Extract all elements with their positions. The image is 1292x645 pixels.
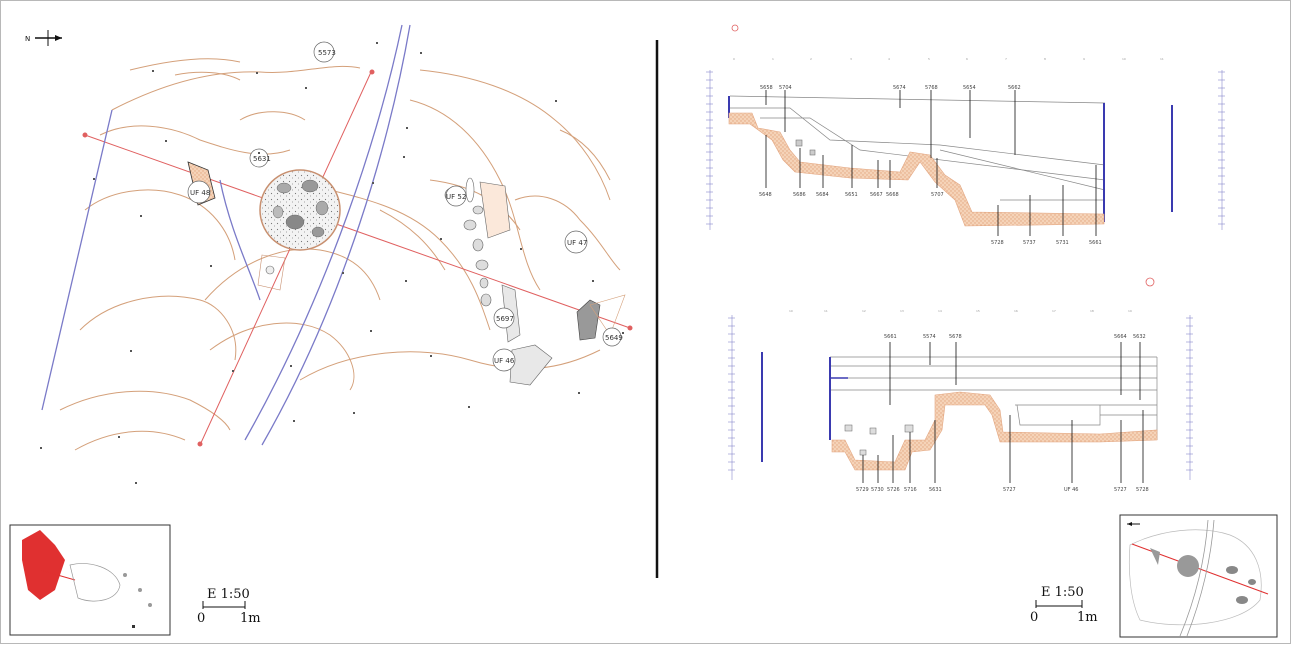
svg-text:0: 0 [733,57,735,61]
section-locator-map [1119,514,1278,638]
section-2-bottom-label: 5728 [1136,487,1149,493]
section-1-bottom-label: 5667 [870,192,883,198]
svg-text:9: 9 [1083,57,1085,61]
plan-feature-circles [445,185,622,372]
section-1-bottom-label: 5731 [1056,240,1069,246]
section-2-bottom-label: 5726 [887,487,900,493]
section-1-top-label: 5654 [963,85,976,91]
svg-text:14: 14 [938,309,942,313]
svg-text:3: 3 [850,57,852,61]
section-1-left-ruler [706,70,713,230]
section-profile-2: 10 11 12 13 14 15 16 17 18 19 [728,309,1193,493]
svg-text:10: 10 [1122,57,1126,61]
section-scale-bar: E 1:50 0 1m [1030,585,1098,625]
section-line [82,69,633,447]
section-1-top-label: 5704 [779,85,792,91]
svg-text:1: 1 [772,57,774,61]
svg-text:17: 17 [1052,309,1056,313]
section-2-cut-profile [831,391,1158,471]
section-1-bottom-label: 5668 [886,192,899,198]
section-2-bottom-label: 5716 [904,487,917,493]
plan-scale-bar: E 1:50 0 1m [197,587,261,626]
section-2-top-label: 5664 [1114,334,1127,340]
svg-text:16: 16 [1014,309,1018,313]
section-1-bottom-label: 5661 [1089,240,1102,246]
svg-text:2: 2 [810,57,812,61]
section-2-bottom-label: 5631 [929,487,942,493]
section-1-top-label: 5674 [893,85,906,91]
plan-contours [59,58,621,451]
feature-label-5631: 5631 [253,155,271,163]
svg-text:11: 11 [1160,57,1164,61]
section-1-top-label: 5662 [1008,85,1021,91]
section-2-bottom-label: 5727 [1003,487,1016,493]
plan-scale-start: 0 [197,611,205,626]
section-2-top-label: 5574 [923,334,936,340]
section-profile-1: 0 1 2 3 4 5 6 7 8 9 10 11 [706,24,1225,246]
survey-points [40,42,624,484]
section-2-bottom-label: 5730 [871,487,884,493]
svg-text:11: 11 [824,309,828,313]
plan-stones [257,177,626,386]
svg-text:10: 10 [789,309,793,313]
section-2-top-label: 5661 [884,334,897,340]
feature-label-uf46: UF 46 [494,357,515,365]
section-1-top-label: 5768 [925,85,938,91]
plan-scale-ratio: E 1:50 [207,587,250,602]
svg-text:4: 4 [888,57,890,61]
feature-label-uf48: UF 48 [190,189,210,197]
locator-map-icon [9,524,171,636]
feature-label-5649: 5649 [605,334,623,342]
section-1-bottom-label: 5651 [845,192,858,198]
pit-5631 [249,148,341,251]
svg-text:13: 13 [900,309,904,313]
feature-label-5697: 5697 [496,315,514,323]
feature-label-uf52: UF 52 [446,193,466,201]
section-2-bottom-label: 5729 [856,487,869,493]
svg-text:N: N [25,35,30,43]
section-1-cut-profile [728,112,1105,227]
section-scale-ratio: E 1:50 [1041,585,1084,600]
feature-label-uf47: UF 47 [567,239,587,247]
pit-uf48 [187,41,335,206]
north-arrow-icon: N [25,30,62,46]
section-2-right-ruler [1186,315,1193,480]
svg-text:5: 5 [928,57,930,61]
svg-text:19: 19 [1128,309,1132,313]
section-2-top-label: 5632 [1133,334,1146,340]
svg-text:8: 8 [1044,57,1046,61]
svg-text:6: 6 [966,57,968,61]
section-scale-start: 0 [1030,610,1038,625]
svg-text:12: 12 [862,309,866,313]
plan-wall-lines [41,24,411,446]
plan-scale-end: 1m [240,611,261,626]
section-1-bottom-label: 5728 [991,240,1004,246]
section-scale-end: 1m [1077,610,1098,625]
section-2-bottom-label: UF 46 [1064,487,1079,493]
section-1-bottom-label: 5707 [931,192,944,198]
svg-text:7: 7 [1005,57,1007,61]
section-2-left-ruler [728,315,735,480]
section-1-bottom-label: 5684 [816,192,829,198]
feature-label-5573: 5573 [318,49,336,57]
plan-view: N [9,24,633,636]
section-1-bottom-label: 5648 [759,192,772,198]
section-1-bottom-label: 5686 [793,192,806,198]
section-1-bottom-label: 5737 [1023,240,1036,246]
svg-text:18: 18 [1090,309,1094,313]
section-2-top-label: 5678 [949,334,962,340]
section-2-bottom-label: 5727 [1114,487,1127,493]
section-1-right-ruler [1218,70,1225,230]
section-1-top-label: 5658 [760,85,773,91]
svg-text:15: 15 [976,309,980,313]
